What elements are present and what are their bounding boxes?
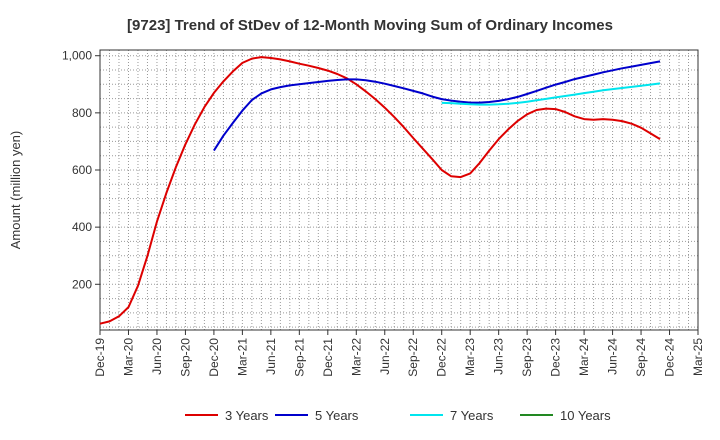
y-tick-label: 400 (72, 220, 92, 234)
x-axis-ticks: Dec-19 Mar-20 Jun-20 Sep-20 Dec-20 Mar-21 Jun-… (93, 330, 705, 377)
x-tick-label: Jun-21 (264, 338, 278, 375)
legend-label: 3 Years (225, 408, 269, 423)
series-line-2 (213, 60, 661, 152)
chart-title: [9723] Trend of StDev of 12-Month Moving… (127, 17, 613, 34)
x-tick-label: Jun-23 (492, 338, 506, 375)
x-tick-label: Sep-24 (634, 338, 648, 377)
x-tick-label: Jun-22 (378, 338, 392, 375)
x-tick-label: Jun-20 (150, 338, 164, 375)
series-line-1 (99, 56, 661, 325)
x-tick-label: Dec-23 (549, 338, 563, 377)
x-tick-label: Sep-22 (406, 338, 420, 377)
y-tick-label: 1,000 (62, 49, 92, 63)
x-tick-label: Mar-25 (691, 338, 705, 376)
x-tick-label: Mar-24 (577, 338, 591, 376)
legend-label: 10 Years (560, 408, 611, 423)
x-tick-label: Mar-23 (463, 338, 477, 376)
legend-label: 5 Years (315, 408, 359, 423)
x-tick-label: Jun-24 (606, 338, 620, 375)
x-tick-label: Sep-20 (178, 338, 192, 377)
y-axis-ticks: 200 400 600 800 1,000 (62, 49, 100, 291)
x-tick-label: Sep-23 (520, 338, 534, 377)
legend: 3 Years 5 Years 7 Years 10 Years (185, 408, 611, 423)
x-tick-label: Mar-21 (235, 338, 249, 376)
x-tick-label: Dec-22 (435, 338, 449, 377)
y-axis-label: Amount (million yen) (8, 131, 23, 250)
x-tick-label: Mar-22 (349, 338, 363, 376)
legend-label: 7 Years (450, 408, 494, 423)
x-tick-label: Dec-19 (93, 338, 107, 377)
y-tick-label: 200 (72, 277, 92, 291)
x-tick-label: Dec-24 (663, 338, 677, 377)
series-line-3 (441, 82, 661, 106)
grid-layer (100, 50, 698, 330)
x-tick-label: Dec-21 (321, 338, 335, 377)
y-tick-label: 600 (72, 163, 92, 177)
x-tick-label: Sep-21 (292, 338, 306, 377)
x-tick-label: Dec-20 (207, 338, 221, 377)
y-tick-label: 800 (72, 106, 92, 120)
plot-frame (99, 49, 699, 331)
x-tick-label: Mar-20 (121, 338, 135, 376)
series-layer (99, 56, 661, 325)
